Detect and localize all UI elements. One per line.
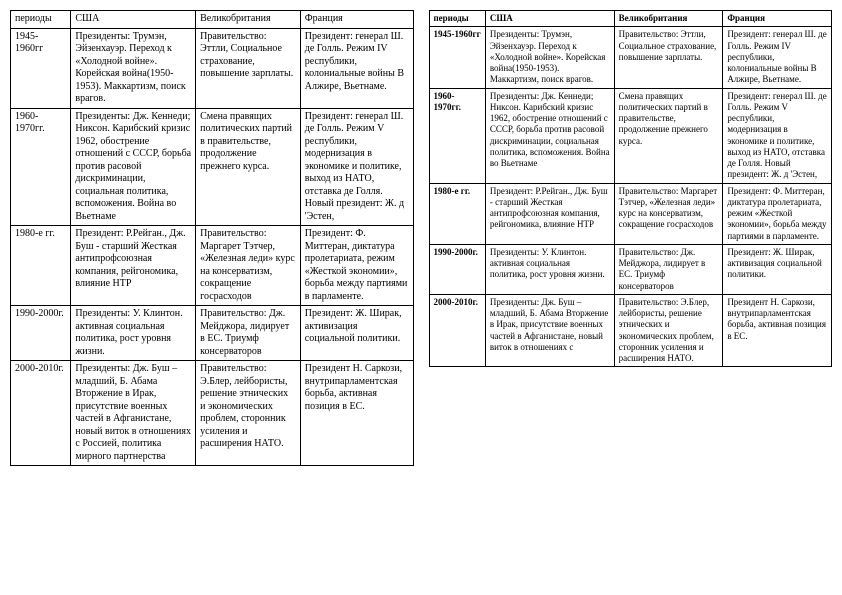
col-uk: Великобритания (196, 11, 301, 29)
col-usa: США (71, 11, 196, 29)
cell-usa: Президенты: Дж. Кеннеди; Никсон. Карибск… (71, 108, 196, 226)
cell-france: Президент: Ж. Ширак, активизация социаль… (723, 244, 832, 294)
cell-usa: Президенты: У. Клинтон. активная социаль… (71, 306, 196, 361)
cell-uk: Правительство: Эттли, Социальное страхов… (614, 27, 723, 88)
cell-uk: Смена правящих политических партий в пра… (196, 108, 301, 226)
col-period: периоды (429, 11, 485, 27)
cell-period: 1960-1970гг. (11, 108, 71, 226)
cell-usa: Президенты: Дж. Буш – младший, Б. Абама … (71, 361, 196, 466)
cell-france: Президент: генерал Ш. де Голль. Режим V … (300, 108, 413, 226)
table-row: 1980-е гг. Президент: Р.Рейган., Дж. Буш… (429, 183, 832, 244)
cell-period: 1990-2000г. (11, 306, 71, 361)
cell-usa: Президент: Р.Рейган., Дж. Буш - старший … (485, 183, 614, 244)
cell-france: Президент: генерал Ш. де Голль. Режим V … (723, 88, 832, 183)
table-row: 1980-е гг. Президент: Р.Рейган., Дж. Буш… (11, 226, 414, 306)
cell-period: 2000-2010г. (429, 294, 485, 367)
table-header-row: периоды США Великобритания Франция (429, 11, 832, 27)
cell-uk: Правительство: Маргарет Тэтчер, «Железна… (614, 183, 723, 244)
table-row: 1990-2000г. Президенты: У. Клинтон. акти… (11, 306, 414, 361)
cell-period: 1945-1960гг (429, 27, 485, 88)
cell-france: Президент Н. Саркози, внутрипарламентска… (300, 361, 413, 466)
cell-uk: Правительство: Э.Блер, лейбористы, решен… (614, 294, 723, 367)
table-header-row: периоды США Великобритания Франция (11, 11, 414, 29)
history-table-right: периоды США Великобритания Франция 1945-… (429, 10, 833, 367)
cell-usa: Президенты: Трумэн, Эйзенхауэр. Переход … (71, 28, 196, 108)
cell-uk: Правительство: Дж. Мейджора, лидирует в … (614, 244, 723, 294)
cell-france: Президент: Ф. Миттеран, диктатура пролет… (723, 183, 832, 244)
history-table-left: периоды США Великобритания Франция 1945-… (10, 10, 414, 466)
col-usa: США (485, 11, 614, 27)
cell-period: 1980-е гг. (11, 226, 71, 306)
cell-period: 1990-2000г. (429, 244, 485, 294)
cell-france: Президент: Ф. Миттеран, диктатура пролет… (300, 226, 413, 306)
right-table-container: периоды США Великобритания Франция 1945-… (429, 10, 833, 466)
cell-uk: Правительство: Эттли, Социальное страхов… (196, 28, 301, 108)
cell-usa: Президенты: Трумэн, Эйзенхауэр. Переход … (485, 27, 614, 88)
cell-period: 1980-е гг. (429, 183, 485, 244)
cell-france: Президент Н. Саркози, внутрипарламентска… (723, 294, 832, 367)
cell-period: 2000-2010г. (11, 361, 71, 466)
left-table-container: периоды США Великобритания Франция 1945-… (10, 10, 414, 466)
cell-uk: Правительство: Маргарет Тэтчер, «Железна… (196, 226, 301, 306)
table-row: 1945-1960гг Президенты: Трумэн, Эйзенхау… (429, 27, 832, 88)
cell-france: Президент: Ж. Ширак, активизация социаль… (300, 306, 413, 361)
cell-usa: Президенты: У. Клинтон. активная социаль… (485, 244, 614, 294)
cell-uk: Правительство: Э.Блер, лейбористы, решен… (196, 361, 301, 466)
col-france: Франция (723, 11, 832, 27)
cell-france: Президент: генерал Ш. де Голль. Режим IV… (300, 28, 413, 108)
col-uk: Великобритания (614, 11, 723, 27)
table-row: 1960-1970гг. Президенты: Дж. Кеннеди; Ни… (11, 108, 414, 226)
cell-period: 1945-1960гг (11, 28, 71, 108)
cell-usa: Президент: Р.Рейган., Дж. Буш - старший … (71, 226, 196, 306)
col-france: Франция (300, 11, 413, 29)
cell-france: Президент: генерал Ш. де Голль. Режим IV… (723, 27, 832, 88)
table-row: 1945-1960гг Президенты: Трумэн, Эйзенхау… (11, 28, 414, 108)
cell-uk: Правительство: Дж. Мейджора, лидирует в … (196, 306, 301, 361)
table-row: 1990-2000г. Президенты: У. Клинтон. акти… (429, 244, 832, 294)
table-row: 2000-2010г. Президенты: Дж. Буш – младши… (429, 294, 832, 367)
table-row: 1960-1970гг. Президенты: Дж. Кеннеди; Ни… (429, 88, 832, 183)
col-period: периоды (11, 11, 71, 29)
cell-uk: Смена правящих политических партий в пра… (614, 88, 723, 183)
cell-period: 1960-1970гг. (429, 88, 485, 183)
cell-usa: Президенты: Дж. Кеннеди; Никсон. Карибск… (485, 88, 614, 183)
table-row: 2000-2010г. Президенты: Дж. Буш – младши… (11, 361, 414, 466)
cell-usa: Президенты: Дж. Буш – младший, Б. Абама … (485, 294, 614, 367)
